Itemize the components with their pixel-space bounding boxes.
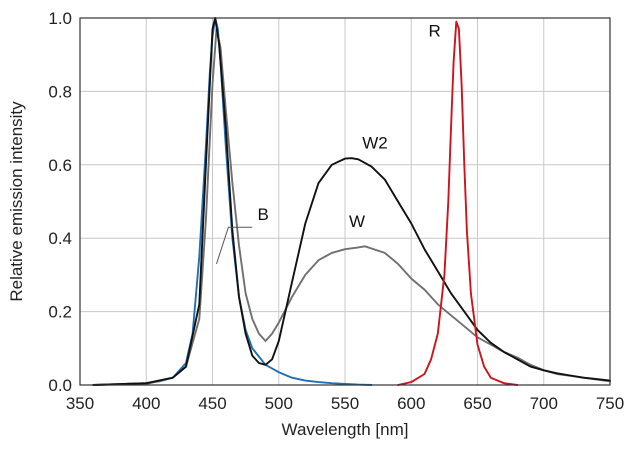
series-label-w: W xyxy=(349,212,365,231)
series-line-r xyxy=(397,20,519,386)
y-tick-label: 0.2 xyxy=(48,303,72,322)
series-label-b: B xyxy=(258,205,269,224)
y-tick-label: 1.0 xyxy=(48,9,72,28)
x-tick-label: 600 xyxy=(397,394,425,413)
series-label-r: R xyxy=(428,21,440,40)
x-tick-label: 650 xyxy=(463,394,491,413)
y-tick-label: 0.6 xyxy=(48,156,72,175)
plot-frame xyxy=(79,17,611,386)
series-line-w xyxy=(92,28,611,386)
x-tick-label: 450 xyxy=(198,394,226,413)
y-tick-label: 0.0 xyxy=(48,376,72,395)
series-label-b-leader xyxy=(215,226,253,265)
grid xyxy=(80,18,610,385)
x-tick-label: 700 xyxy=(530,394,558,413)
series-layer xyxy=(92,17,611,386)
x-tick-label: 400 xyxy=(132,394,160,413)
series-line-b xyxy=(92,17,373,386)
x-axis-ticks: 350 400 450 500 550 600 650 700 750 xyxy=(66,394,624,413)
x-tick-label: 500 xyxy=(265,394,293,413)
series-annotations: R W2 W B xyxy=(215,21,441,265)
y-tick-label: 0.4 xyxy=(48,229,72,248)
series-line-w2 xyxy=(92,17,611,386)
x-tick-label: 750 xyxy=(596,394,624,413)
y-axis-ticks: 0.0 0.2 0.4 0.6 0.8 1.0 xyxy=(48,9,72,395)
x-tick-label: 550 xyxy=(331,394,359,413)
series-label-w2: W2 xyxy=(362,133,388,152)
y-axis-title: Relative emission intensity xyxy=(7,101,26,302)
x-axis-title: Wavelength [nm] xyxy=(282,420,409,439)
x-tick-label: 350 xyxy=(66,394,94,413)
y-tick-label: 0.8 xyxy=(48,82,72,101)
